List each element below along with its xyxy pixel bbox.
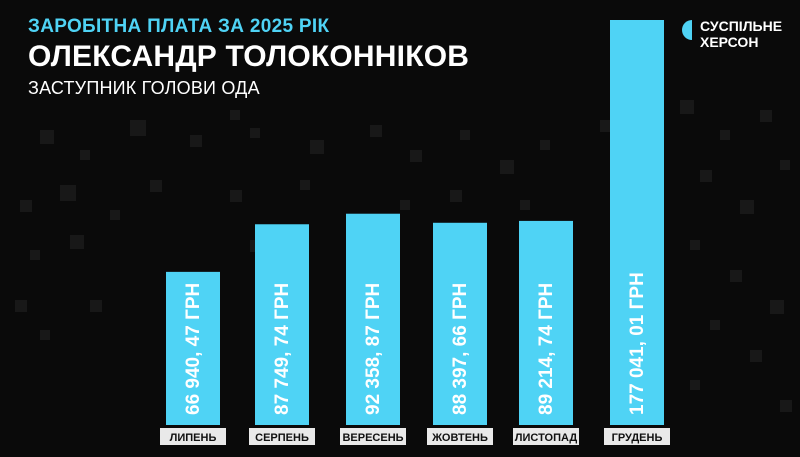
bar-1 xyxy=(166,271,220,425)
category-label-box-1 xyxy=(160,428,226,445)
category-label-6: ГРУДЕНЬ xyxy=(612,432,663,444)
bar-4 xyxy=(433,222,487,425)
chart-title: ЗАРОБІТНА ПЛАТА ЗА 2025 РІК xyxy=(28,16,330,37)
bar-5 xyxy=(519,220,573,425)
suspilne-logo-icon xyxy=(682,20,692,40)
brand-logo: СУСПІЛЬНЕ ХЕРСОН xyxy=(700,18,782,50)
bar-value-label-3: 92 358, 87 ГРН xyxy=(363,283,384,415)
category-label-2: СЕРПЕНЬ xyxy=(255,432,309,444)
bar-value-label-6: 177 041, 01 ГРН xyxy=(627,272,648,415)
category-label-box-6 xyxy=(604,428,670,445)
bar-2 xyxy=(255,224,309,425)
logo-line-2: ХЕРСОН xyxy=(700,34,759,50)
logo-line-1: СУСПІЛЬНЕ xyxy=(700,18,783,34)
category-label-5: ЛИСТОПАД xyxy=(515,432,578,444)
category-label-3: ВЕРЕСЕНЬ xyxy=(342,432,403,444)
category-label-4: ЖОВТЕНЬ xyxy=(431,432,488,444)
person-name: ОЛЕКСАНДР ТОЛОКОННІКОВ xyxy=(28,40,470,73)
category-label-box-5 xyxy=(513,428,579,445)
bar-6 xyxy=(610,20,664,425)
category-label-box-3 xyxy=(340,428,406,445)
bar-value-label-1: 66 940, 47 ГРН xyxy=(183,283,204,415)
bar-value-label-5: 89 214, 74 ГРН xyxy=(536,283,557,415)
category-label-1: ЛИПЕНЬ xyxy=(170,432,217,444)
bar-value-label-2: 87 749, 74 ГРН xyxy=(272,283,293,415)
bar-value-label-4: 88 397, 66 ГРН xyxy=(450,283,471,415)
person-position: ЗАСТУПНИК ГОЛОВИ ОДА xyxy=(28,78,260,98)
category-label-box-4 xyxy=(427,428,493,445)
bar-3 xyxy=(346,213,400,425)
category-label-box-2 xyxy=(249,428,315,445)
